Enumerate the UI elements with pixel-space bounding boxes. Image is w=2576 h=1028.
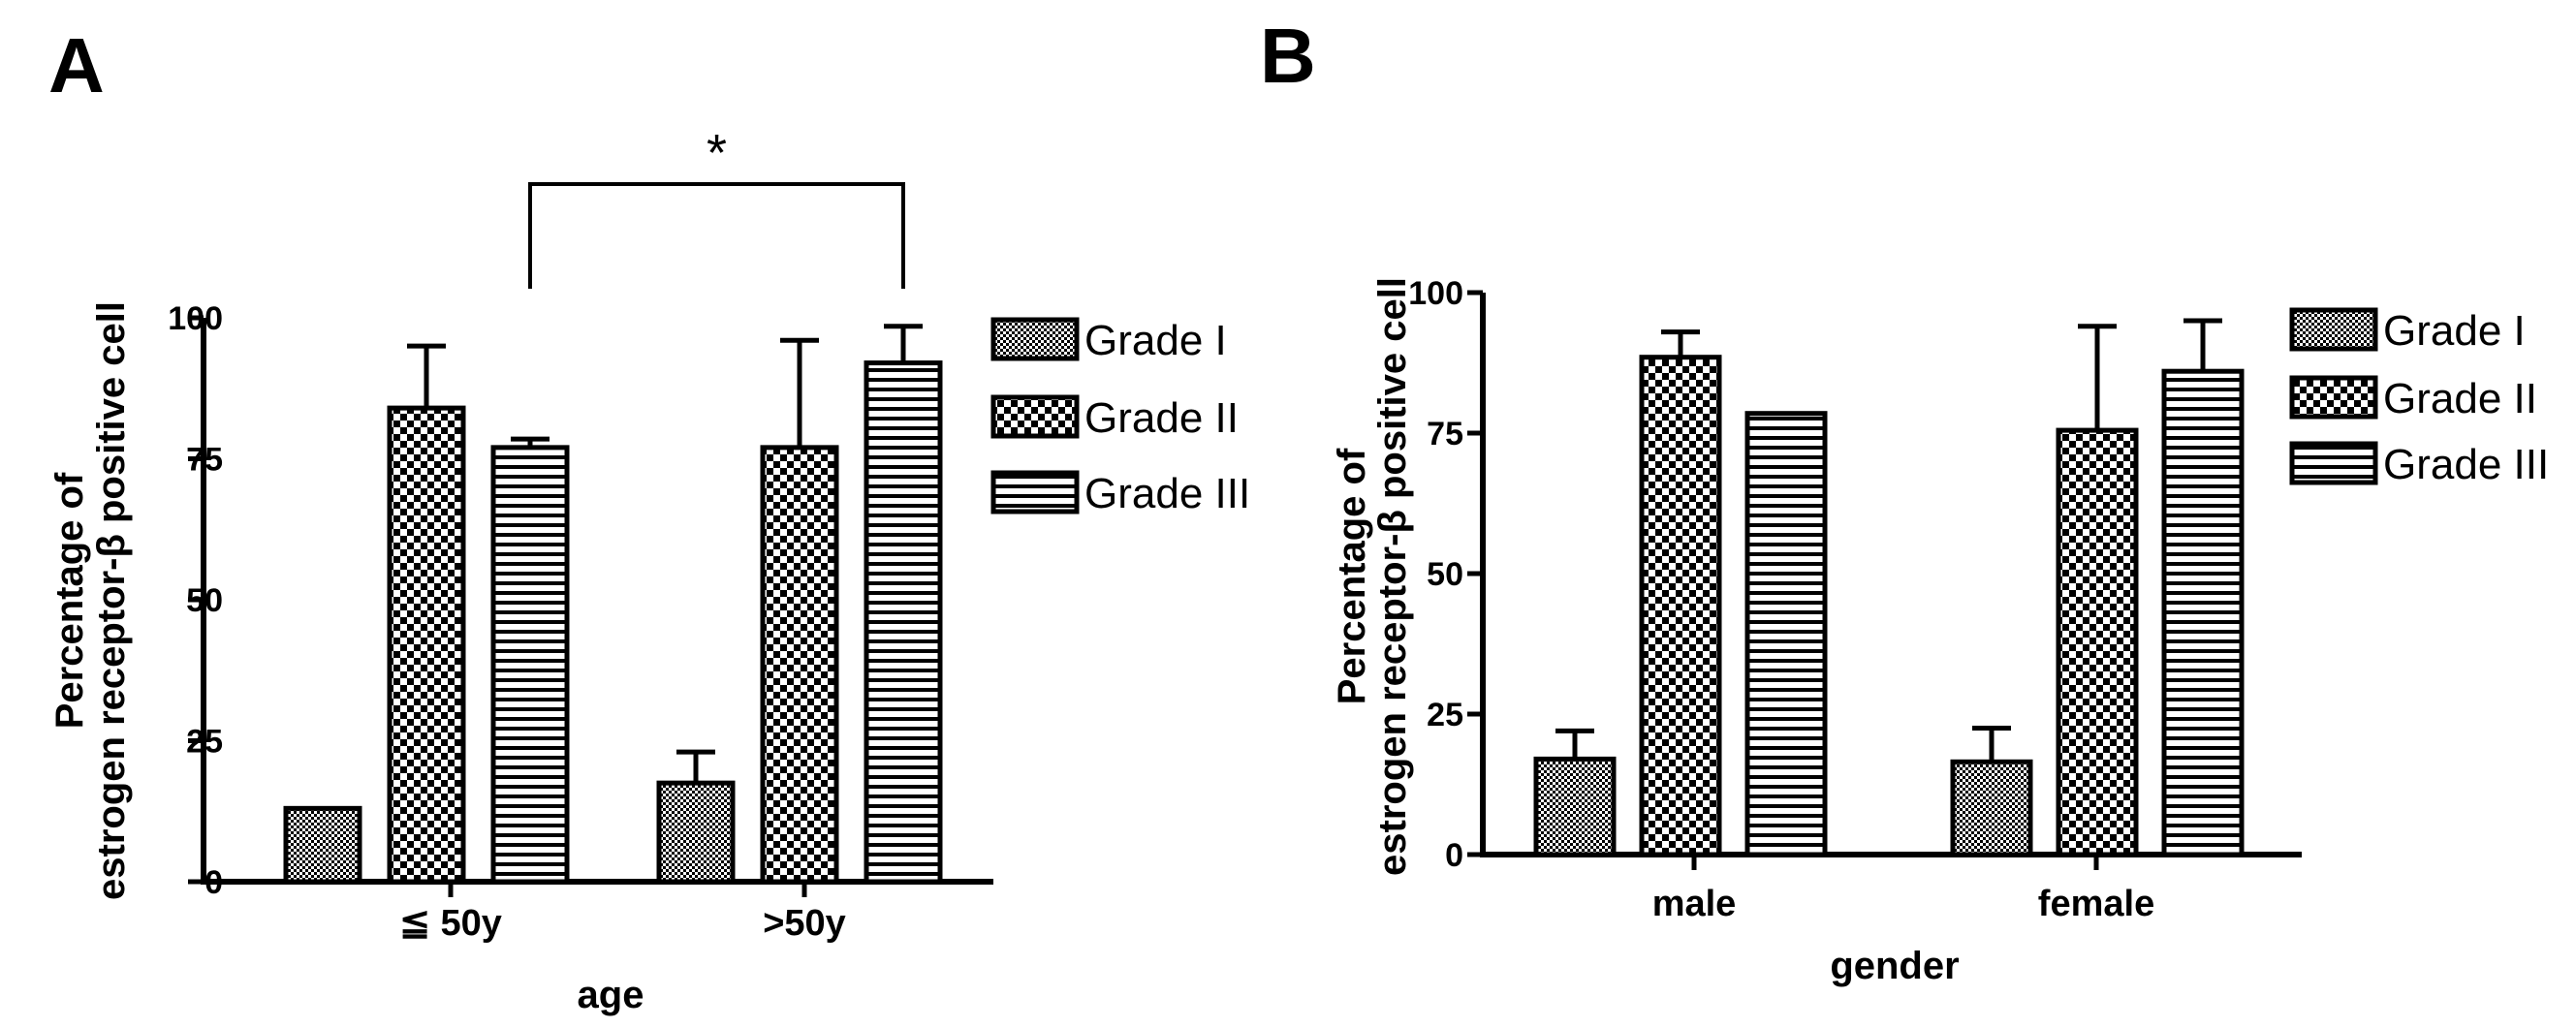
legend-swatch bbox=[2289, 375, 2378, 420]
bar bbox=[1950, 759, 2033, 857]
bars bbox=[1533, 355, 2245, 857]
y-tick-label: 0 bbox=[204, 864, 223, 901]
y-tick-label: 50 bbox=[186, 582, 223, 619]
bar bbox=[656, 780, 736, 885]
y-tick-label: 0 bbox=[1445, 837, 1463, 874]
y-axis-title-line: Percentage of bbox=[48, 472, 91, 729]
y-tick-label: 25 bbox=[1427, 697, 1463, 733]
bar bbox=[1533, 756, 1617, 857]
legend-label: Grade I bbox=[2383, 307, 2526, 355]
legend: Grade I Grade II Grade III bbox=[990, 317, 1250, 517]
legend-swatch bbox=[990, 317, 1080, 361]
x-axis-title: age bbox=[578, 974, 644, 1016]
category-label: >50y bbox=[763, 903, 846, 944]
legend-swatch bbox=[990, 394, 1080, 439]
legend-label: Grade III bbox=[1084, 470, 1250, 517]
legend-label: Grade I bbox=[1084, 317, 1227, 364]
category-labels: ≦ 50y >50y bbox=[399, 903, 846, 944]
category-label: female bbox=[2038, 884, 2154, 924]
error-bars bbox=[1555, 318, 2222, 763]
bar bbox=[760, 445, 839, 885]
legend: Grade I Grade II Grade III bbox=[2289, 307, 2549, 488]
category-labels: male female bbox=[1652, 884, 2155, 924]
y-tick-label: 100 bbox=[1408, 275, 1463, 312]
bar bbox=[283, 805, 362, 885]
bar bbox=[1639, 355, 1722, 857]
significance-bracket: * bbox=[528, 124, 905, 289]
bar bbox=[1744, 411, 1828, 857]
legend-swatch bbox=[2289, 307, 2378, 352]
legend-swatch bbox=[2289, 441, 2378, 485]
bar bbox=[2161, 368, 2245, 857]
bars bbox=[283, 360, 943, 885]
y-tick-label: 75 bbox=[1427, 416, 1463, 452]
bar bbox=[2056, 427, 2139, 857]
legend-label: Grade III bbox=[2383, 441, 2549, 488]
x-axis-title: gender bbox=[1830, 945, 1959, 987]
chart-panel-a: A Percentage of estrogen receptor-β posit… bbox=[48, 22, 1250, 1016]
significance-label: * bbox=[707, 124, 727, 182]
panel-letter: B bbox=[1260, 13, 1316, 99]
legend-label: Grade II bbox=[2383, 375, 2537, 422]
panel-letter: A bbox=[48, 22, 105, 109]
bar bbox=[387, 405, 466, 885]
y-axis-title-line: Percentage of bbox=[1331, 448, 1373, 704]
y-axis-title-line: estrogen receptor-β positive cell bbox=[90, 301, 133, 900]
y-tick-label: 50 bbox=[1427, 556, 1463, 593]
legend-swatch bbox=[990, 470, 1080, 514]
y-tick-label: 25 bbox=[186, 724, 223, 761]
category-label: ≦ 50y bbox=[399, 903, 502, 944]
y-axis-title-line: estrogen receptor-β positive cell bbox=[1371, 277, 1414, 876]
category-label: male bbox=[1652, 884, 1737, 924]
y-tick-label: 100 bbox=[168, 300, 223, 337]
bar bbox=[864, 360, 943, 885]
significance-line bbox=[528, 182, 905, 289]
bar bbox=[490, 445, 570, 885]
legend-label: Grade II bbox=[1084, 394, 1239, 442]
y-tick-label: 75 bbox=[186, 442, 223, 479]
error-bars bbox=[407, 324, 923, 784]
